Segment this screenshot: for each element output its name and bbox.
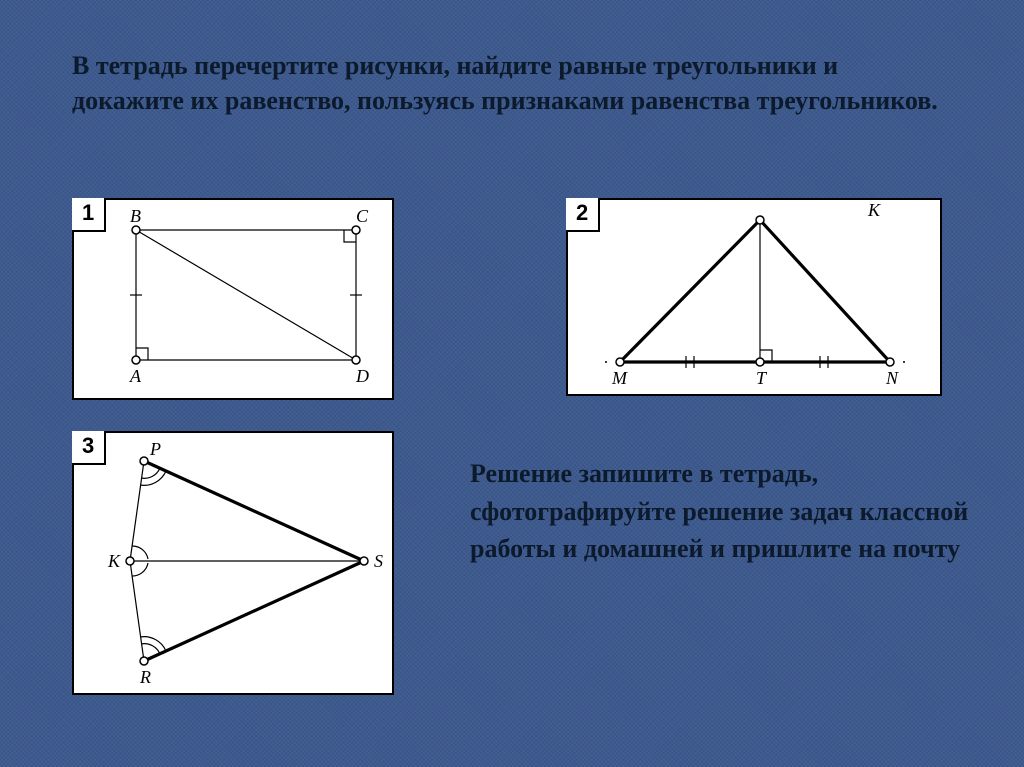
- label-R: R: [139, 667, 151, 687]
- label-K: K: [867, 200, 881, 220]
- diagram-2-badge: 2: [566, 198, 600, 232]
- task-title: В тетрадь перечертите рисунки, найдите р…: [72, 48, 952, 118]
- label-C: C: [356, 206, 369, 226]
- label-A: A: [129, 366, 142, 386]
- label-S: S: [374, 551, 383, 571]
- diagram-2-panel: 2 K M T N: [566, 198, 942, 396]
- diagram-1-panel: 1 B C A D: [72, 198, 394, 400]
- instruction-text: Решение запишите в тетрадь, сфотографиру…: [470, 455, 990, 568]
- diagram-1-svg: B C A D: [74, 200, 396, 402]
- diagram-1-badge: 1: [72, 198, 106, 232]
- diagram-3-panel: 3 P K R S: [72, 431, 394, 695]
- label-T: T: [756, 368, 768, 388]
- diagram-3-badge: 3: [72, 431, 106, 465]
- label-N: N: [885, 368, 899, 388]
- label-K3: K: [107, 551, 121, 571]
- label-B: B: [130, 206, 141, 226]
- diagram-2-svg: K M T N: [568, 200, 944, 398]
- label-P: P: [149, 439, 161, 459]
- diagram-3-svg: P K R S: [74, 433, 396, 697]
- label-M: M: [611, 368, 628, 388]
- label-D: D: [355, 366, 369, 386]
